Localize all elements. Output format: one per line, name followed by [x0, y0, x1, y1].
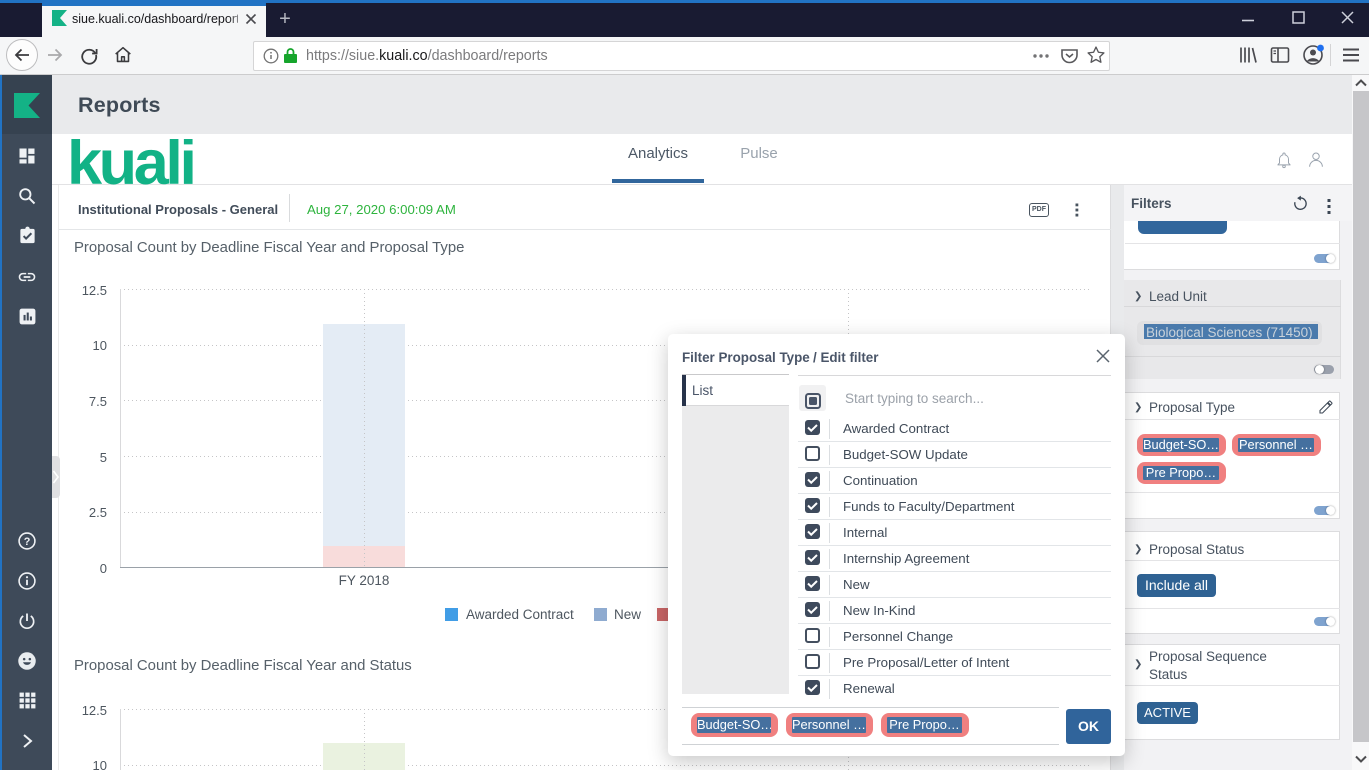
svg-text:kuali: kuali [70, 139, 194, 186]
svg-text:?: ? [24, 536, 31, 548]
